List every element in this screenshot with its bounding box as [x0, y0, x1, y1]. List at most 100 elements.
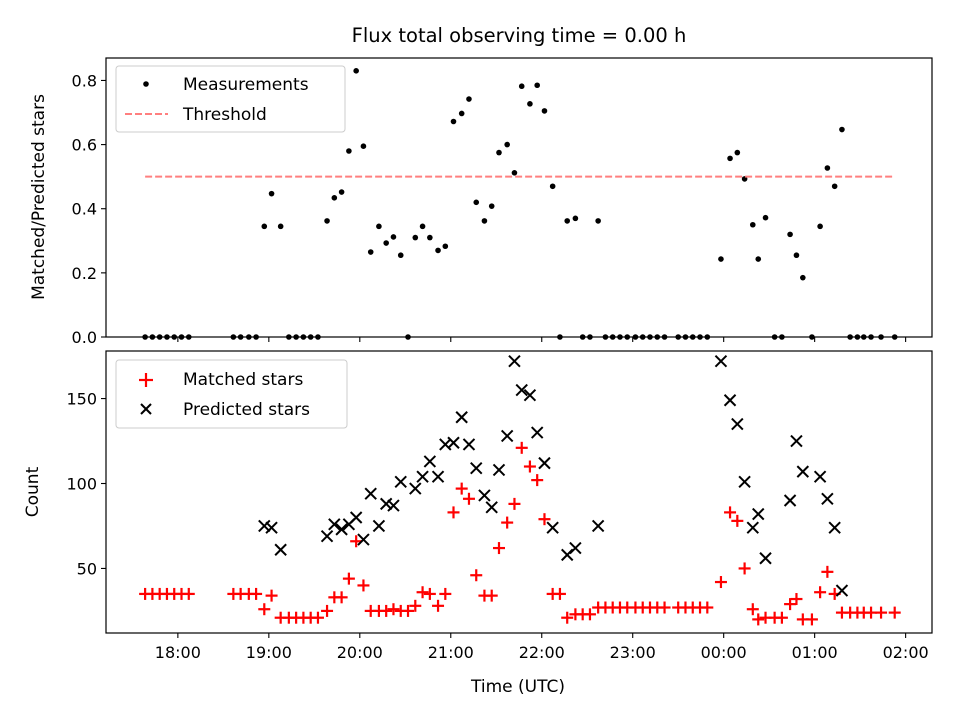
matched-stars-point [790, 593, 803, 606]
matched-stars-point [553, 587, 566, 600]
matched-stars-point [447, 506, 460, 519]
measurements-point [315, 334, 321, 340]
bottom-y-tick-label: 150 [66, 390, 97, 409]
matched-stars-point [515, 441, 528, 454]
matched-stars-point [814, 586, 827, 599]
measurements-point [246, 334, 252, 340]
measurements-point [534, 82, 540, 89]
matched-stars-point [805, 613, 818, 626]
predicted-stars-point [523, 388, 537, 402]
top-x-ticks [177, 337, 907, 342]
matched-stars-point [335, 591, 348, 604]
matched-stars-point [265, 589, 278, 602]
predicted-stars-point [379, 497, 393, 511]
matched-stars-point [501, 516, 514, 529]
predicted-stars-point [423, 455, 437, 468]
x-tick-label: 20:00 [337, 643, 383, 662]
measurements-point [293, 334, 299, 340]
measurements-point [854, 334, 861, 340]
measurements-point [237, 334, 244, 340]
measurements-point [771, 334, 778, 340]
measurements-point [779, 334, 785, 340]
measurements-point [511, 170, 518, 176]
predicted-stars-point [790, 434, 803, 448]
measurements-point [549, 183, 556, 190]
top-legend-box [115, 65, 346, 133]
measurements-point [675, 334, 681, 340]
matched-stars-point [583, 608, 596, 621]
measurements-point [261, 223, 268, 230]
bottom-series-layer [139, 354, 901, 626]
measurements-point [268, 190, 275, 197]
measurements-point [185, 334, 192, 340]
measurements-point [390, 234, 397, 240]
predicted-stars-point [546, 521, 559, 534]
matched-stars-point [380, 604, 393, 617]
measurements-point [689, 334, 696, 340]
predicted-stars-point [591, 519, 605, 533]
matched-stars-point [701, 601, 714, 614]
measurements-point [442, 243, 449, 250]
predicted-stars-point [492, 463, 506, 477]
matched-stars-point [423, 587, 436, 600]
measurements-point [632, 334, 639, 340]
measurements-point [527, 101, 533, 107]
measurements-point [488, 203, 495, 209]
matched-stars-point [784, 598, 797, 611]
legend-marker-matched [139, 373, 153, 387]
x-tick-label: 01:00 [792, 643, 838, 662]
measurements-point [504, 141, 510, 148]
measurements-point [860, 334, 867, 340]
measurements-point [277, 223, 284, 230]
measurements-point [787, 231, 793, 238]
measurements-point [412, 234, 419, 241]
measurements-point [142, 334, 148, 340]
predicted-stars-point [455, 411, 468, 424]
measurements-point [156, 334, 163, 340]
measurements-point [353, 68, 359, 74]
predicted-stars-point [530, 426, 544, 439]
measurements-point [587, 334, 593, 340]
predicted-stars-point [328, 518, 341, 531]
matched-stars-point [342, 572, 355, 585]
legend-marker-predicted [140, 403, 152, 415]
measurements-point [466, 96, 472, 102]
matched-stars-point [508, 497, 521, 510]
predicted-stars-point [258, 519, 271, 533]
predicted-stars-point [515, 383, 528, 397]
measurements-point [496, 149, 502, 156]
measurements-point [609, 334, 616, 340]
matched-stars-point [311, 611, 324, 624]
matched-stars-point [523, 460, 536, 473]
predicted-stars-point [731, 417, 744, 431]
predicted-stars-point [813, 470, 827, 483]
bottom-plot: 50 100 150 18:00 19:00 20:00 21:00 22:00 23:00 0… [23, 350, 933, 697]
matched-stars-point [462, 492, 475, 505]
measurements-point [405, 334, 411, 340]
predicted-stars-point [274, 543, 287, 556]
measurements-point [793, 252, 800, 259]
predicted-stars-point [746, 521, 759, 534]
top-y-axis: 0.0 0.2 0.4 0.6 0.8 [72, 71, 106, 347]
predicted-stars-point [796, 465, 810, 478]
x-tick-label: 23:00 [610, 643, 656, 662]
measurements-point [164, 334, 170, 340]
measurements-point [230, 334, 237, 340]
measurements-point [171, 334, 178, 340]
predicted-stars-point [470, 462, 483, 475]
matched-stars-point [888, 606, 901, 619]
measurements-point [557, 334, 563, 340]
predicted-stars-point [394, 475, 407, 489]
matched-stars-point [250, 587, 263, 600]
top-plot-frame [105, 57, 933, 338]
measurements-point [435, 247, 441, 254]
predicted-stars-point [364, 487, 377, 500]
predicted-stars-point [752, 507, 765, 521]
measurements-point [734, 149, 741, 156]
measurements-point [253, 334, 259, 340]
matched-stars-point [416, 586, 429, 599]
measurements-point [473, 199, 480, 206]
top-legend: Measurements Threshold [115, 65, 346, 133]
measurements-point [809, 334, 815, 340]
matched-stars-point [731, 514, 744, 527]
